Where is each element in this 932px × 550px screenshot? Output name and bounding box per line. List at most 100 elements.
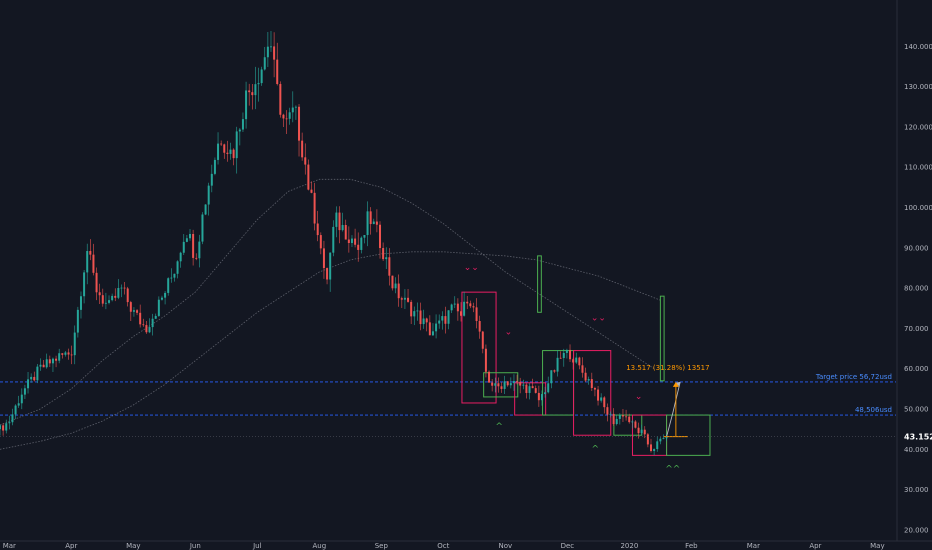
candle-body-88 xyxy=(273,46,276,60)
candle-body-45 xyxy=(139,312,142,325)
y-tick-label: 40.000 xyxy=(904,446,929,454)
candle-body-87 xyxy=(269,46,272,48)
candle-body-171 xyxy=(531,386,534,389)
candle-body-192 xyxy=(597,389,600,401)
drawn-box-0 xyxy=(461,291,497,404)
candle-body-36 xyxy=(111,295,114,301)
candle-body-152 xyxy=(472,306,475,308)
candle-body-26 xyxy=(79,296,82,310)
candle-body-75 xyxy=(232,149,235,159)
level-label-0: Target price 56,72usd xyxy=(815,373,892,381)
candle-body-137 xyxy=(425,318,428,323)
candle-body-154 xyxy=(478,321,481,332)
candle-body-90 xyxy=(279,84,282,115)
moving-average-line-0 xyxy=(0,251,661,450)
signal-marker-5: ^ xyxy=(591,444,599,454)
candle-body-200 xyxy=(621,415,624,417)
y-tick-label: 120.000 xyxy=(904,123,932,131)
candle-body-185 xyxy=(575,357,578,363)
candle-body-212 xyxy=(659,438,662,442)
candle-body-178 xyxy=(553,370,556,372)
x-tick-label: May xyxy=(126,542,140,550)
candle-body-42 xyxy=(129,302,132,312)
y-tick-label: 60.000 xyxy=(904,365,929,373)
candle-body-49 xyxy=(151,318,154,328)
candle-body-150 xyxy=(466,301,469,304)
candle-body-140 xyxy=(435,323,438,332)
x-tick-label: Feb xyxy=(685,542,698,550)
candle-body-207 xyxy=(643,429,646,435)
candle-body-173 xyxy=(537,392,540,401)
candle-body-34 xyxy=(104,302,107,304)
candle-body-57 xyxy=(176,261,179,274)
drawn-box-1 xyxy=(483,372,519,398)
candle-body-168 xyxy=(522,384,525,386)
y-tick-label: 30.000 xyxy=(904,486,929,494)
moving-average-layer xyxy=(0,178,661,450)
candle-body-30 xyxy=(92,254,95,273)
candle-body-99 xyxy=(307,164,310,190)
x-tick-label: Jun xyxy=(189,542,201,550)
candle-body-112 xyxy=(347,239,350,244)
candle-body-159 xyxy=(494,383,497,386)
candle-body-73 xyxy=(226,152,229,154)
candle-body-81 xyxy=(251,92,254,96)
candle-body-204 xyxy=(634,421,637,428)
candle-body-0 xyxy=(0,425,1,430)
signal-marker-0: ⌄⌄ xyxy=(464,263,479,273)
candle-body-205 xyxy=(637,427,640,434)
signal-marker-1: ⌄ xyxy=(505,327,513,337)
candle-body-184 xyxy=(572,359,575,363)
candle-body-79 xyxy=(245,90,248,120)
candle-body-208 xyxy=(646,434,649,445)
candle-body-209 xyxy=(650,444,653,452)
candle-body-132 xyxy=(410,301,413,317)
candle-body-201 xyxy=(625,416,628,418)
candle-body-114 xyxy=(354,238,357,245)
candles-layer xyxy=(0,30,668,456)
candle-body-163 xyxy=(506,381,509,386)
candle-body-100 xyxy=(310,189,313,193)
candle-body-13 xyxy=(39,364,42,367)
drawn-boxes-layer xyxy=(461,255,711,456)
candle-body-6 xyxy=(17,403,20,406)
projection-arrow-line xyxy=(666,381,681,437)
candle-body-175 xyxy=(544,392,547,395)
candle-body-74 xyxy=(229,149,232,154)
candle-body-194 xyxy=(603,397,606,408)
candle-body-65 xyxy=(201,214,204,242)
candle-body-94 xyxy=(291,107,294,113)
candle-body-39 xyxy=(120,287,123,289)
candle-body-124 xyxy=(385,257,388,260)
candle-body-72 xyxy=(223,144,226,153)
candle-body-44 xyxy=(136,310,139,313)
moving-average-line-1 xyxy=(0,178,655,426)
candle-body-83 xyxy=(257,83,260,85)
candle-body-31 xyxy=(95,272,98,293)
candle-body-23 xyxy=(70,354,73,356)
candle-body-147 xyxy=(456,303,459,312)
candle-body-48 xyxy=(148,327,151,333)
candle-body-198 xyxy=(615,418,618,425)
x-tick-label: Oct xyxy=(437,542,449,550)
signal-marker-4: ^ xyxy=(495,422,503,432)
candle-body-125 xyxy=(388,257,391,276)
candle-body-128 xyxy=(397,283,400,299)
candle-body-104 xyxy=(322,248,325,269)
candle-body-96 xyxy=(298,106,301,141)
candle-body-16 xyxy=(48,359,51,364)
candle-body-187 xyxy=(581,365,584,373)
candle-body-131 xyxy=(407,297,410,302)
x-tick-label: Dec xyxy=(561,542,575,550)
candle-body-28 xyxy=(86,251,89,273)
candle-body-191 xyxy=(593,388,596,390)
candle-body-188 xyxy=(584,372,587,381)
candle-body-29 xyxy=(89,251,92,255)
candle-body-155 xyxy=(481,331,484,349)
candle-body-78 xyxy=(241,119,244,130)
x-tick-label: 2020 xyxy=(620,542,638,550)
candle-body-143 xyxy=(444,316,447,324)
